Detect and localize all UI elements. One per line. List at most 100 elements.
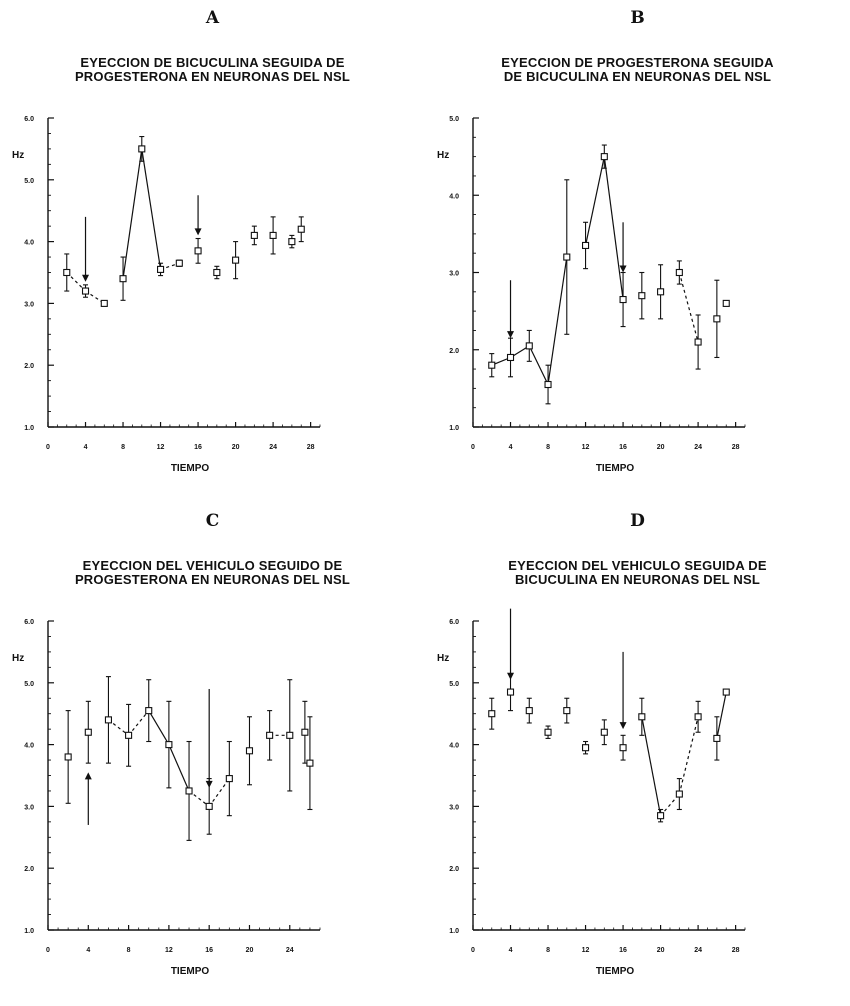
arrow-head <box>619 722 627 730</box>
series-segment <box>66 272 86 292</box>
data-point <box>600 153 608 161</box>
data-point <box>266 731 274 739</box>
data-point <box>250 231 258 239</box>
data-point <box>713 734 721 742</box>
y-tick-label: 3.0 <box>449 271 459 278</box>
x-tick-label: 0 <box>46 947 50 954</box>
data-point <box>306 759 314 767</box>
series-segment <box>141 148 162 270</box>
x-tick-label: 8 <box>121 444 125 451</box>
chart-panel-c: C EYECCION DEL VEHICULO SEGUIDO DE PROGE… <box>0 503 425 1006</box>
data-point <box>675 790 683 798</box>
x-axis-label: TIEMPO <box>596 966 635 977</box>
x-tick-label: 20 <box>657 444 665 451</box>
data-point <box>84 728 92 736</box>
data-point <box>582 744 590 752</box>
data-point <box>544 380 552 389</box>
series-segment <box>660 793 680 817</box>
plot-area: 1.0 2.0 3.0 4.0 5.0 0 4 8 12 16 20 24 28 Hz TIEMPO <box>437 116 746 474</box>
data-point <box>301 728 309 736</box>
y-tick-label: 1.0 <box>449 928 459 935</box>
data-point <box>722 299 730 307</box>
data-point <box>506 688 515 696</box>
y-tick-label: 4.0 <box>24 240 34 247</box>
chart-title: EYECCION DE BICUCULINA SEGUIDA DE PROGES… <box>0 56 425 84</box>
y-axis-label: Hz <box>437 653 449 664</box>
arrow-head <box>194 228 202 236</box>
y-tick-label: 6.0 <box>449 619 459 626</box>
y-tick-label: 5.0 <box>449 681 459 688</box>
chart-panel-a: A EYECCION DE BICUCULINA SEGUIDA DE PROG… <box>0 0 425 503</box>
x-tick-label: 16 <box>205 947 213 954</box>
data-point <box>64 753 72 761</box>
x-tick-label: 28 <box>732 947 740 954</box>
x-tick-label: 24 <box>286 947 294 954</box>
series-segment <box>584 156 605 246</box>
x-tick-label: 16 <box>194 444 202 451</box>
data-point <box>619 744 627 752</box>
x-axis-label: TIEMPO <box>596 463 635 474</box>
arrow-head <box>507 331 515 339</box>
x-tick-label: 12 <box>165 947 173 954</box>
y-tick-label: 3.0 <box>24 301 34 308</box>
data-point <box>288 238 296 246</box>
series-segment <box>716 691 727 739</box>
y-tick-label: 1.0 <box>449 425 459 432</box>
series-segment <box>678 272 699 343</box>
x-tick-label: 16 <box>619 947 627 954</box>
title-line-2: PROGESTERONA EN NEURONAS DEL NSL <box>74 572 351 587</box>
plot-area: 1.0 2.0 3.0 4.0 5.0 6.0 0 4 8 12 16 20 24 Hz TIEMPO <box>12 619 321 977</box>
data-point <box>657 812 665 820</box>
x-tick-label: 28 <box>732 444 740 451</box>
x-tick-label: 8 <box>546 947 550 954</box>
title-line-1: EYECCION DE BICUCULINA SEGUIDA DE <box>80 55 345 70</box>
y-tick-label: 4.0 <box>24 743 34 750</box>
y-tick-label: 6.0 <box>24 116 34 123</box>
arrow-head <box>82 274 90 282</box>
data-point <box>81 287 90 295</box>
x-tick-label: 12 <box>157 444 165 451</box>
data-point <box>506 353 515 362</box>
x-tick-label: 24 <box>269 444 277 451</box>
title-line-1: EYECCION DE PROGESTERONA SEGUIDA <box>501 55 774 70</box>
series-segment <box>678 716 699 795</box>
data-point <box>286 731 294 739</box>
title-line-2: PROGESTERONA EN NEURONAS DEL NSL <box>74 69 351 84</box>
data-point <box>488 361 496 369</box>
data-point <box>245 747 254 755</box>
data-point <box>563 707 571 715</box>
x-tick-label: 12 <box>582 947 590 954</box>
x-tick-label: 28 <box>307 444 315 451</box>
chart-title: EYECCION DE PROGESTERONA SEGUIDA DE BICU… <box>425 56 850 84</box>
title-line-1: EYECCION DEL VEHICULO SEGUIDA DE <box>508 558 767 573</box>
data-point <box>213 268 221 277</box>
series-segment <box>603 156 624 300</box>
data-point <box>145 707 153 715</box>
x-tick-label: 0 <box>471 444 475 451</box>
x-tick-label: 24 <box>694 444 702 451</box>
arrow-head <box>507 672 515 680</box>
data-point <box>488 710 496 718</box>
data-point <box>104 716 112 724</box>
x-tick-label: 0 <box>46 444 50 451</box>
data-point <box>232 256 240 264</box>
data-point <box>694 713 702 721</box>
data-point <box>525 342 533 350</box>
title-line-2: BICUCULINA EN NEURONAS DEL NSL <box>514 572 761 587</box>
x-tick-label: 8 <box>546 444 550 451</box>
x-tick-label: 4 <box>509 947 513 954</box>
y-tick-label: 4.0 <box>449 743 459 750</box>
series-segment <box>188 790 210 807</box>
data-point <box>619 295 627 304</box>
x-axis-label: TIEMPO <box>171 463 210 474</box>
data-point <box>205 802 213 810</box>
data-point <box>297 225 305 233</box>
data-point <box>657 288 665 296</box>
chart-title: EYECCION DEL VEHICULO SEGUIDA DE BICUCUL… <box>425 559 850 587</box>
data-point <box>638 292 646 300</box>
y-tick-label: 5.0 <box>24 681 34 688</box>
data-point <box>175 259 183 267</box>
data-point <box>100 299 108 307</box>
x-tick-label: 12 <box>582 444 590 451</box>
data-point <box>225 775 233 783</box>
